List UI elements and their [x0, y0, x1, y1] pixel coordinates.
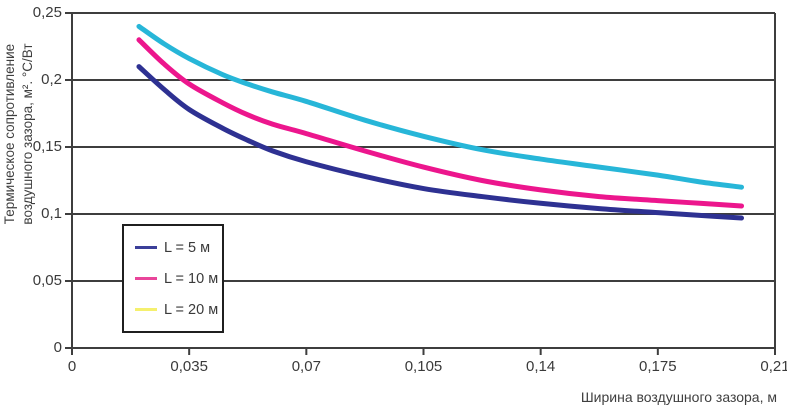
legend: L = 5 м L = 10 м L = 20 м — [122, 224, 224, 333]
x-tick-label: 0,21 — [760, 358, 787, 375]
legend-line-swatch — [135, 308, 157, 311]
curve-l-5 — [136, 64, 745, 221]
legend-label: L = 10 м — [164, 270, 219, 287]
curve-l-20 — [136, 23, 745, 190]
y-axis-title: Термическое сопротивление воздушного заз… — [1, 0, 39, 268]
y-tick-label: 0,2 — [41, 71, 62, 88]
x-axis-title: Ширина воздушного зазора, м — [580, 389, 777, 405]
legend-item: L = 10 м — [135, 271, 222, 287]
y-tick-label: 0 — [53, 339, 62, 356]
curve-l-10 — [136, 37, 745, 209]
x-tick-label: 0,105 — [404, 358, 443, 375]
y-tick-label: 0,25 — [32, 4, 62, 21]
x-tick-label: 0,035 — [170, 358, 208, 375]
legend-line-swatch — [135, 277, 157, 280]
legend-item: L = 5 м — [135, 240, 222, 256]
y-tick-label: 0,1 — [41, 205, 62, 222]
x-tick-label: 0,07 — [291, 358, 321, 375]
legend-label: L = 20 м — [164, 301, 219, 318]
legend-label: L = 5 м — [164, 239, 211, 256]
x-tick-label: 0 — [67, 358, 77, 375]
y-axis-title-line1: Термическое сопротивление — [2, 43, 17, 225]
y-tick-label: 0,15 — [32, 138, 62, 155]
legend-item: L = 20 м — [135, 302, 222, 318]
legend-line-swatch — [135, 246, 157, 249]
y-tick-label: 0,05 — [32, 272, 62, 289]
x-tick-label: 0,14 — [526, 358, 556, 375]
x-tick-label: 0,175 — [639, 358, 677, 375]
y-axis-title-line2: воздушного зазора, м². °С/Вт — [20, 43, 36, 225]
